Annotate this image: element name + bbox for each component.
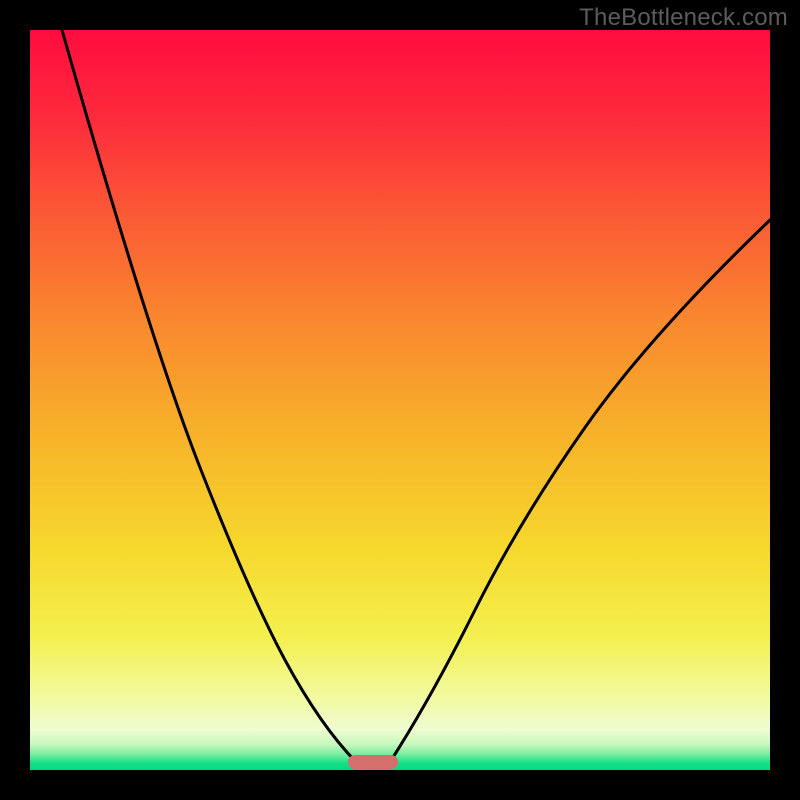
bottom-marker: [348, 755, 398, 769]
plot-background: [30, 30, 770, 770]
chart-svg: [0, 0, 800, 800]
watermark-text: TheBottleneck.com: [579, 4, 788, 32]
chart-container: TheBottleneck.com: [0, 0, 800, 800]
